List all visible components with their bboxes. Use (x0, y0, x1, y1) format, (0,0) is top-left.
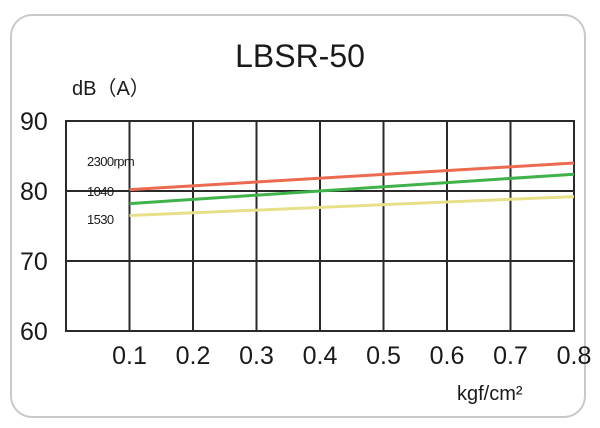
series-label-1: 1040 (87, 184, 114, 199)
series-label-0: 2300rpm (87, 154, 134, 169)
x-tick-label-0: 0.1 (112, 342, 147, 370)
y-tick-label-3: 90 (20, 108, 48, 136)
series-label-2: 1530 (87, 212, 114, 227)
y-tick-label-1: 70 (20, 248, 48, 276)
x-tick-label-5: 0.6 (430, 342, 465, 370)
series-line-2 (129, 195, 575, 217)
series-line-1 (129, 172, 575, 206)
x-tick-label-4: 0.5 (366, 342, 401, 370)
series-line-0 (129, 161, 575, 192)
y-tick-label-0: 60 (20, 318, 48, 346)
x-tick-label-7: 0.8 (557, 342, 592, 370)
chart-title: LBSR-50 (235, 38, 365, 74)
x-tick-label-1: 0.2 (176, 342, 211, 370)
y-axis-label: dB（A） (72, 78, 150, 100)
x-axis-label: kgf/cm² (457, 383, 523, 405)
x-tick-label-2: 0.3 (239, 342, 274, 370)
x-tick-label-3: 0.4 (303, 342, 338, 370)
chart-frame (10, 14, 586, 418)
x-tick-label-6: 0.7 (493, 342, 528, 370)
plot-area-border (65, 120, 575, 332)
y-tick-label-2: 80 (20, 178, 48, 206)
